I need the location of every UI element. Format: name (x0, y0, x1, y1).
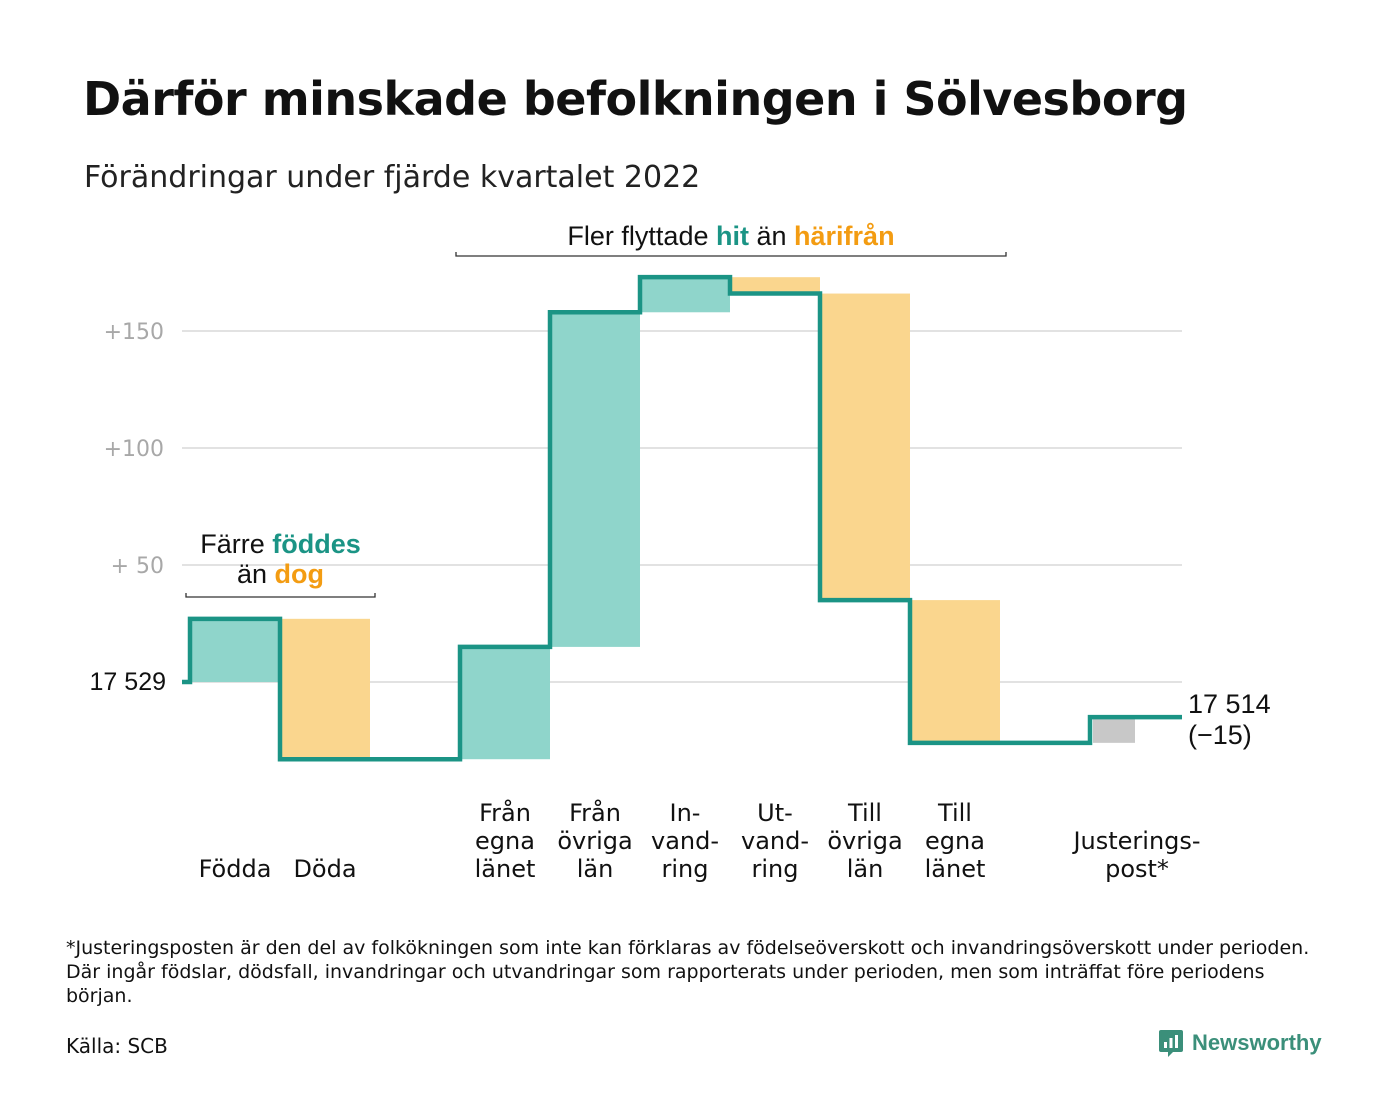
annotation-segment: härifrån (794, 221, 895, 251)
bar-decrease (280, 618, 370, 760)
chart-title: Därför minskade befolkningen i Sölvesbor… (83, 72, 1188, 126)
x-category-label: övriga (557, 827, 632, 855)
bar-adjustment (1093, 717, 1135, 743)
annotation-births-bracket (185, 593, 376, 598)
chart-subtitle: Förändringar under fjärde kvartalet 2022 (84, 160, 701, 195)
end-value-label: (−15) (1188, 720, 1252, 750)
x-category-label: länet (475, 855, 536, 883)
x-category-label: län (577, 855, 614, 883)
x-category-label: Från (569, 798, 621, 827)
y-tick-label: +150 (104, 320, 164, 345)
end-value-label: 17 514 (1188, 689, 1271, 719)
brand-logo: Newsworthy (1158, 1028, 1322, 1058)
x-category-label: vand- (741, 827, 809, 855)
bar-decrease (730, 277, 820, 294)
step-line (182, 274, 1182, 762)
y-tick-label: +100 (104, 437, 164, 462)
x-category-label: ring (752, 855, 799, 883)
annotation-migration-bracket (455, 252, 1007, 257)
x-category-label: Till (847, 799, 882, 827)
x-category-label: ring (662, 855, 709, 883)
x-category-label: In- (670, 799, 701, 827)
annotation-segment: Färre (200, 529, 272, 559)
x-category-label: Justerings- (1071, 827, 1200, 855)
newsworthy-icon (1159, 1030, 1183, 1057)
x-category-label: Till (937, 799, 972, 827)
y-tick-label: + 50 (111, 554, 164, 579)
bar-increase (460, 646, 550, 760)
bar-decrease (820, 293, 910, 601)
footnote: *Justeringsposten är den del av folkökni… (66, 937, 1310, 1007)
bar-increase (550, 312, 640, 647)
x-category-label: Från (479, 798, 531, 827)
annotation-segment: än (237, 559, 275, 589)
annotation-segment: hit (716, 221, 749, 251)
annotation-births-line2: än dog (237, 559, 324, 589)
x-category-label: Ut- (757, 799, 793, 827)
annotation-segment: Fler flyttade (567, 221, 716, 251)
x-category-label: post* (1105, 855, 1169, 883)
x-category-label: egna (475, 827, 535, 855)
x-category-label: Födda (199, 855, 272, 883)
bar-increase (640, 277, 730, 313)
x-category-label: län (847, 855, 884, 883)
bar-decrease (910, 600, 1000, 743)
annotation-births-line1: Färre föddes (200, 529, 361, 559)
annotation-migration-line: Fler flyttade hit än härifrån (567, 221, 894, 251)
start-value-label: 17 529 (90, 668, 166, 696)
waterfall-chart: + 50 +100 +150 17 529 17 514(−15) Födda Döda Fr… (90, 221, 1271, 883)
x-category-label: vand- (651, 827, 719, 855)
annotation-segment: föddes (272, 529, 361, 559)
x-category-label: Döda (293, 855, 356, 883)
annotation-segment: dog (275, 559, 324, 589)
x-category-label: övriga (827, 827, 902, 855)
source-label: Källa: SCB (66, 1034, 168, 1058)
bar-increase (190, 618, 280, 682)
annotation-segment: än (749, 221, 794, 251)
x-category-label: egna (925, 827, 985, 855)
x-category-label: länet (925, 855, 986, 883)
brand-name: Newsworthy (1192, 1030, 1322, 1055)
